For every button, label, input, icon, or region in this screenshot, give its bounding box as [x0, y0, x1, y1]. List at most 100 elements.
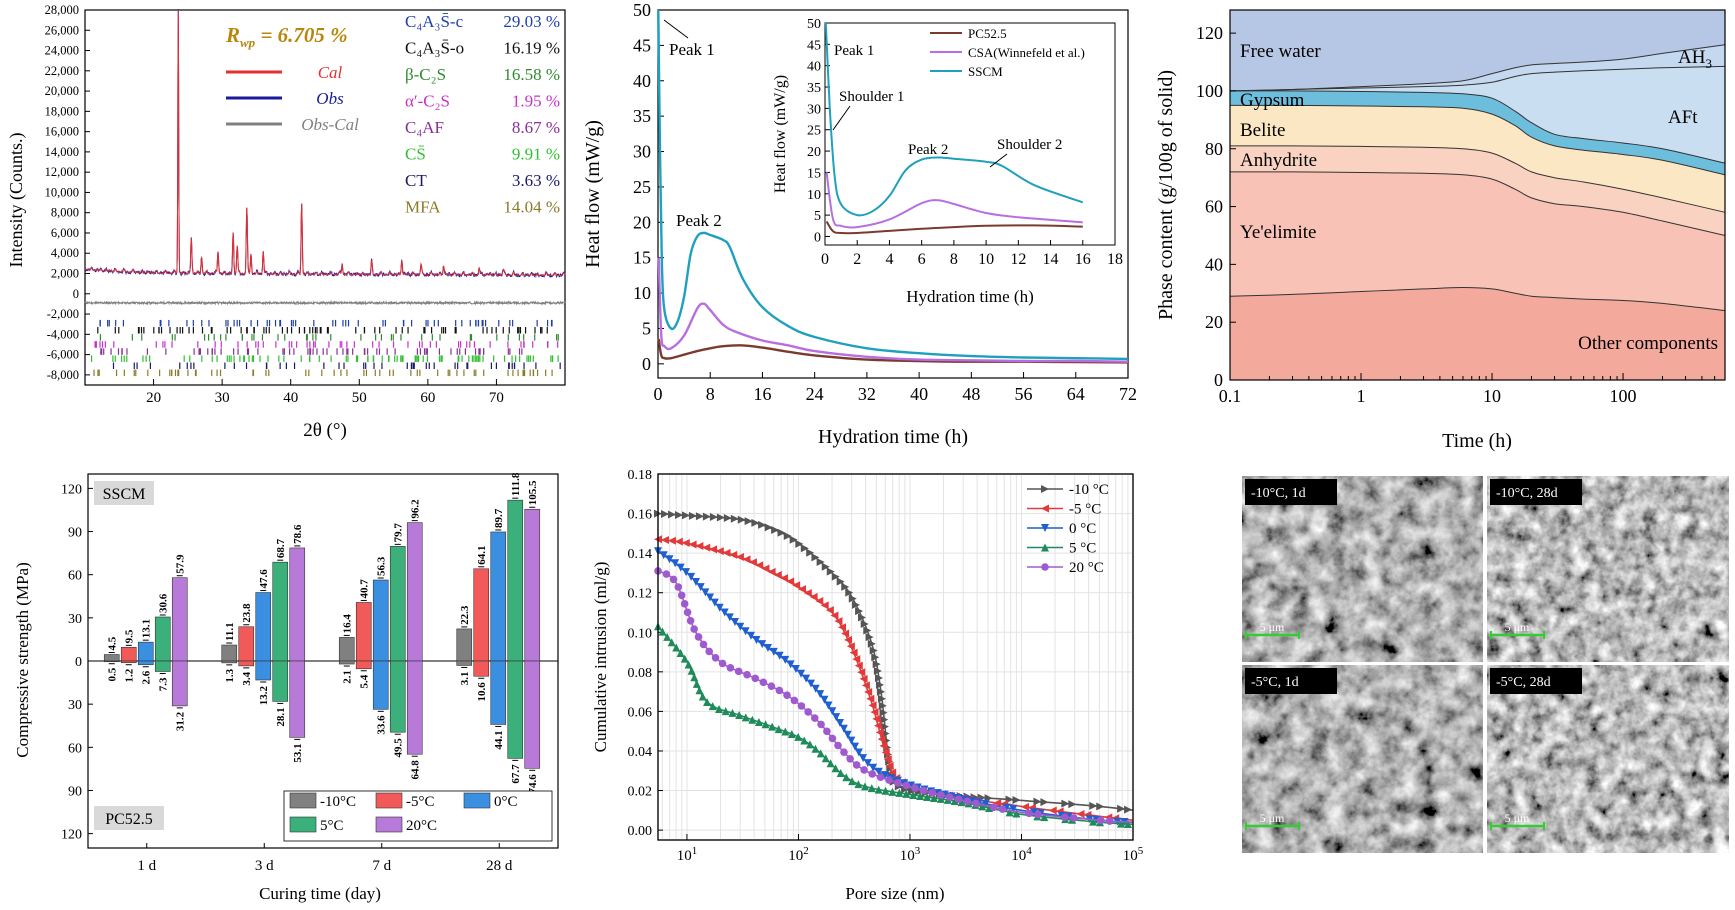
- mip-marker: [855, 607, 864, 616]
- mip-marker: [702, 543, 711, 552]
- inset-y-tick-label: 30: [807, 102, 821, 117]
- inset-x-tick-label: 14: [1043, 251, 1059, 268]
- pc-value-label: 49.5: [393, 738, 405, 758]
- mip-marker: [836, 769, 845, 778]
- hf-x-tick-label: 48: [962, 384, 980, 404]
- xrd-x-ticks: 20 30 40 50 60 70: [146, 379, 504, 406]
- mip-y-tick-label: 0.18: [628, 468, 653, 483]
- xrd-y-tick-label: -8,000: [47, 368, 79, 382]
- mip-marker: [871, 653, 880, 662]
- inset-legend-label: SSCM: [968, 64, 1003, 79]
- phase-x-tick-label: 100: [1610, 386, 1637, 406]
- phase-x-tick-label: 1: [1357, 386, 1366, 406]
- mip-marker: [680, 654, 689, 663]
- mip-marker: [789, 535, 798, 544]
- mip-marker: [721, 707, 730, 716]
- pc-value-label: 67.7: [510, 764, 522, 784]
- mip-marker: [847, 736, 856, 745]
- xrd-x-label: 2θ (°): [303, 420, 347, 441]
- mip-marker: [837, 623, 846, 632]
- hf-y-tick-label: 15: [633, 248, 651, 268]
- sem-label-bg: [1245, 479, 1337, 505]
- xrd-phase-reflections: [90, 319, 561, 377]
- mip-legend-label: -5 °C: [1069, 502, 1101, 518]
- mip-marker: [880, 722, 889, 731]
- mip-marker: [680, 600, 689, 608]
- mip-marker: [907, 786, 916, 795]
- mip-marker: [690, 625, 698, 633]
- mip-marker: [893, 779, 902, 787]
- hf-y-tick-label: 25: [633, 177, 651, 197]
- mip-marker: [1009, 804, 1018, 813]
- mip-marker: [859, 674, 868, 683]
- mip-marker: [872, 714, 881, 723]
- mip-x-tick-label: 104: [1011, 845, 1032, 864]
- inset-x-tick-label: 10: [978, 251, 994, 268]
- mip-marker: [775, 686, 784, 695]
- xrd-y-tick-label: 20,000: [45, 84, 79, 98]
- mip-marker: [859, 754, 868, 763]
- mip-marker: [885, 761, 894, 770]
- mip-marker: [786, 660, 795, 669]
- mip-marker: [874, 785, 883, 794]
- mip-marker: [945, 793, 954, 802]
- mip-marker: [902, 789, 911, 798]
- pc-bar: [355, 660, 372, 670]
- mip-marker: [860, 619, 869, 628]
- mip-marker: [834, 741, 842, 750]
- mip-marker: [902, 781, 911, 790]
- mip-legend-label: -10 °C: [1069, 482, 1109, 498]
- mip-marker: [993, 799, 1002, 808]
- mip-marker: [699, 640, 708, 649]
- strength-legend-label: 0°C: [494, 794, 518, 810]
- xrd-panel: -8,000 -6,000 -4,000 -2,000 0 2,000 4,000 6,000…: [6, 3, 566, 441]
- mip-marker: [669, 575, 678, 584]
- mip-marker: [972, 799, 980, 808]
- phase-boundary-other_top: [1229, 286, 1726, 312]
- mip-marker: [802, 674, 811, 683]
- phase-name: α′-C₂S: [405, 92, 450, 111]
- hf-y-tick-label: 5: [642, 318, 651, 338]
- mip-marker: [667, 510, 676, 519]
- peak1-label: Peak 1: [669, 40, 715, 59]
- xrd-legend-label: Cal: [318, 63, 343, 82]
- strength-panel: 120 90 60 30 0 30 60 90 120 1 d 3 d 7 d 28 d 4.5 0.5 9…: [13, 472, 559, 903]
- sscm-value-label: 111.8: [510, 472, 522, 496]
- phase-fraction: 3.63 %: [512, 171, 560, 190]
- mip-marker: [835, 719, 844, 728]
- xrd-y-tick-label: 16,000: [45, 125, 79, 139]
- mip-marker: [754, 718, 763, 727]
- mip-marker: [832, 713, 841, 722]
- mip-marker: [867, 784, 876, 793]
- mip-marker: [681, 511, 690, 520]
- mip-marker: [783, 532, 792, 541]
- xrd-cal-curve: [85, 9, 566, 276]
- mip-x-tick-label: 103: [900, 845, 921, 864]
- mip-marker: [715, 603, 724, 612]
- mip-marker: [705, 647, 713, 656]
- sem-texture: [1242, 665, 1483, 853]
- aft-label: AFt: [1668, 107, 1698, 128]
- strength-legend: -10°C -5°C 0°C 5°C 20°C: [283, 790, 553, 842]
- mip-marker: [879, 708, 888, 717]
- sem-label: -5°C, 1d: [1251, 675, 1299, 690]
- gypsum-label: Gypsum: [1240, 90, 1305, 111]
- mip-marker: [761, 720, 770, 729]
- sem-label: -10°C, 1d: [1251, 486, 1306, 501]
- mip-marker: [1048, 806, 1057, 815]
- xrd-y-tick-label: 24,000: [45, 44, 79, 58]
- inset-y-label: Heat flow (mW/g): [772, 75, 789, 193]
- sscm-bar: [154, 616, 171, 662]
- mip-marker: [861, 782, 870, 791]
- mip-marker: [781, 727, 790, 736]
- sscm-bar: [355, 602, 372, 662]
- reflection-row-CT: [112, 362, 561, 369]
- inset-y-tick-label: 15: [807, 166, 821, 181]
- mip-marker: [809, 592, 818, 601]
- inset-y-tick-label: 40: [807, 60, 821, 75]
- xrd-y-tick-label: 4,000: [51, 246, 79, 260]
- reflection-row-b-C2S: [99, 334, 559, 341]
- strength-bars: 4.5 0.5 9.5 1.2 13.1 2.6 30.6 7.3 57.9 31.2 11.1 1.…: [103, 472, 541, 794]
- phase-y-tick-label: 60: [1205, 197, 1223, 217]
- mip-marker: [1105, 817, 1114, 825]
